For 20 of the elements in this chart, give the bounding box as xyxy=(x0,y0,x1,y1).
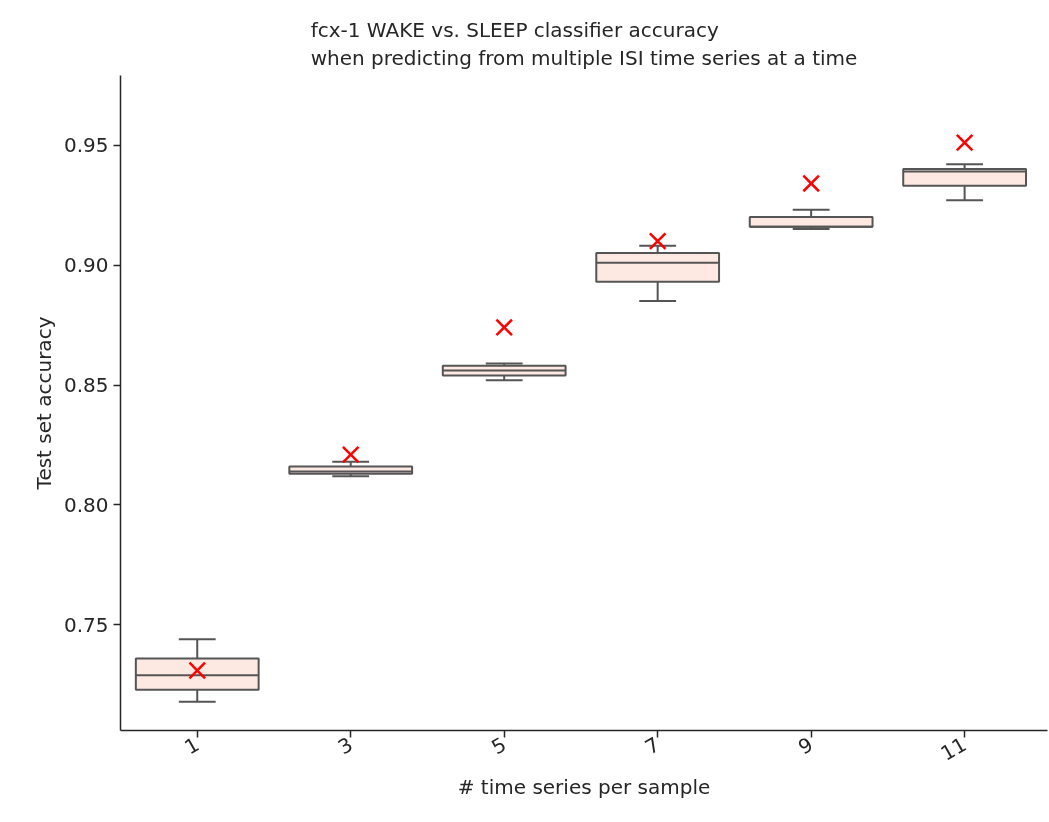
x-tick-label: 9 xyxy=(794,732,818,760)
x-axis-title: # time series per sample xyxy=(457,775,711,800)
x-tick-label: 1 xyxy=(180,732,204,760)
x-tick-label: 11 xyxy=(936,732,971,766)
y-tick-label: 0.95 xyxy=(63,133,109,158)
point xyxy=(341,445,360,464)
point xyxy=(495,318,514,337)
y-tick-label: 0.75 xyxy=(63,612,109,637)
point xyxy=(802,174,821,193)
y-axis-title: Test set accuracy xyxy=(31,316,56,491)
chart-title: fcx-1 WAKE vs. SLEEP classifier accuracy when predicting from multiple ISI time series at a time xyxy=(310,17,858,71)
point xyxy=(955,133,974,152)
point xyxy=(188,661,207,680)
point xyxy=(648,232,667,251)
x-tick-label: 3 xyxy=(333,732,357,760)
x-tick-label: 5 xyxy=(487,732,511,760)
y-tick-label: 0.85 xyxy=(63,373,109,398)
x-tick-label: 7 xyxy=(640,732,664,760)
y-tick-label: 0.80 xyxy=(63,492,109,517)
y-tick-label: 0.90 xyxy=(63,253,109,278)
